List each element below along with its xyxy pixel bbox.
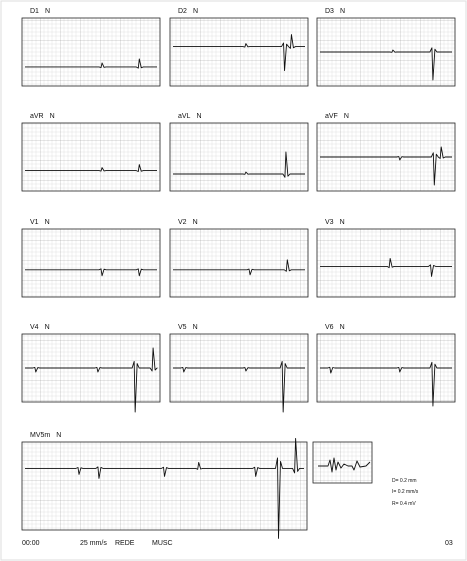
calibration-panel [312, 441, 373, 484]
lead-mode: N [193, 219, 198, 226]
lead-mode: N [340, 219, 345, 226]
ecg-trace [320, 257, 452, 277]
lead-panel [169, 228, 309, 298]
lead-name: V4 [30, 324, 39, 331]
ecg-trace [25, 347, 158, 413]
calibration-text: I= 0.2 mm/s [392, 489, 419, 495]
lead-name: D3 [325, 8, 334, 15]
lead-mode: N [45, 219, 50, 226]
ecg-trace [25, 164, 157, 172]
lead-name: MV5m [30, 432, 50, 439]
lead-name: D2 [178, 8, 187, 15]
lead-mode: N [340, 324, 345, 331]
lead-name: V2 [178, 219, 187, 226]
lead-panel [21, 17, 161, 87]
lead-mode: N [196, 113, 201, 120]
ecg-trace [320, 47, 452, 81]
lead-mode: N [340, 8, 345, 15]
ecg-trace [173, 360, 305, 413]
lead-mode: N [50, 113, 55, 120]
lead-name: V1 [30, 219, 39, 226]
lead-panel [169, 17, 309, 87]
lead-panel [21, 122, 161, 192]
lead-mode: N [56, 432, 61, 439]
calibration-text: D= 0.2 mm [392, 478, 417, 484]
lead-name: D1 [30, 8, 39, 15]
lead-mode: N [193, 8, 198, 15]
calibration-trace [318, 457, 371, 473]
lead-mode: N [193, 324, 198, 331]
ecg-trace [173, 151, 305, 178]
calibration-text: R= 0.4 mV [392, 501, 416, 507]
lead-mode: N [344, 113, 349, 120]
ecg-trace [25, 58, 157, 69]
lead-panel [169, 122, 309, 192]
lead-mode: N [45, 324, 50, 331]
lead-name: V3 [325, 219, 334, 226]
footer-filter: REDE [115, 540, 135, 547]
ecg-trace [25, 268, 157, 277]
lead-mode: N [45, 8, 50, 15]
footer-page: 03 [445, 540, 453, 547]
ecg-trace [320, 361, 452, 407]
ecg-trace [173, 259, 305, 276]
ecg-trace [173, 34, 305, 72]
lead-name: aVF [325, 113, 338, 120]
ecg-trace [320, 146, 452, 186]
lead-name: V5 [178, 324, 187, 331]
footer-time: 00:00 [22, 540, 40, 547]
footer-mode: MUSC [152, 540, 173, 547]
lead-name: aVL [178, 113, 191, 120]
lead-name: V6 [325, 324, 334, 331]
lead-panel [21, 228, 161, 298]
ecg-trace [25, 437, 304, 539]
lead-panel [21, 441, 308, 531]
lead-panel [316, 228, 456, 298]
lead-name: aVR [30, 113, 44, 120]
footer-speed: 25 mm/s [80, 540, 107, 547]
